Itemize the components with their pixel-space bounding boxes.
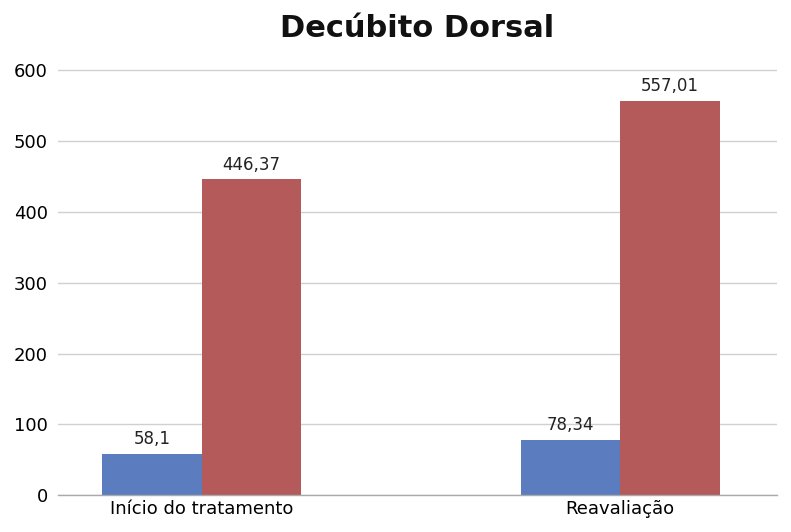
- Bar: [102, 454, 202, 495]
- Text: 557,01: 557,01: [641, 77, 698, 95]
- Text: 58,1: 58,1: [134, 430, 170, 448]
- Text: 78,34: 78,34: [547, 416, 594, 434]
- Text: 446,37: 446,37: [222, 155, 280, 173]
- Bar: [520, 440, 620, 495]
- Title: Decúbito Dorsal: Decúbito Dorsal: [280, 14, 554, 43]
- Bar: [620, 101, 720, 495]
- Bar: [202, 179, 301, 495]
